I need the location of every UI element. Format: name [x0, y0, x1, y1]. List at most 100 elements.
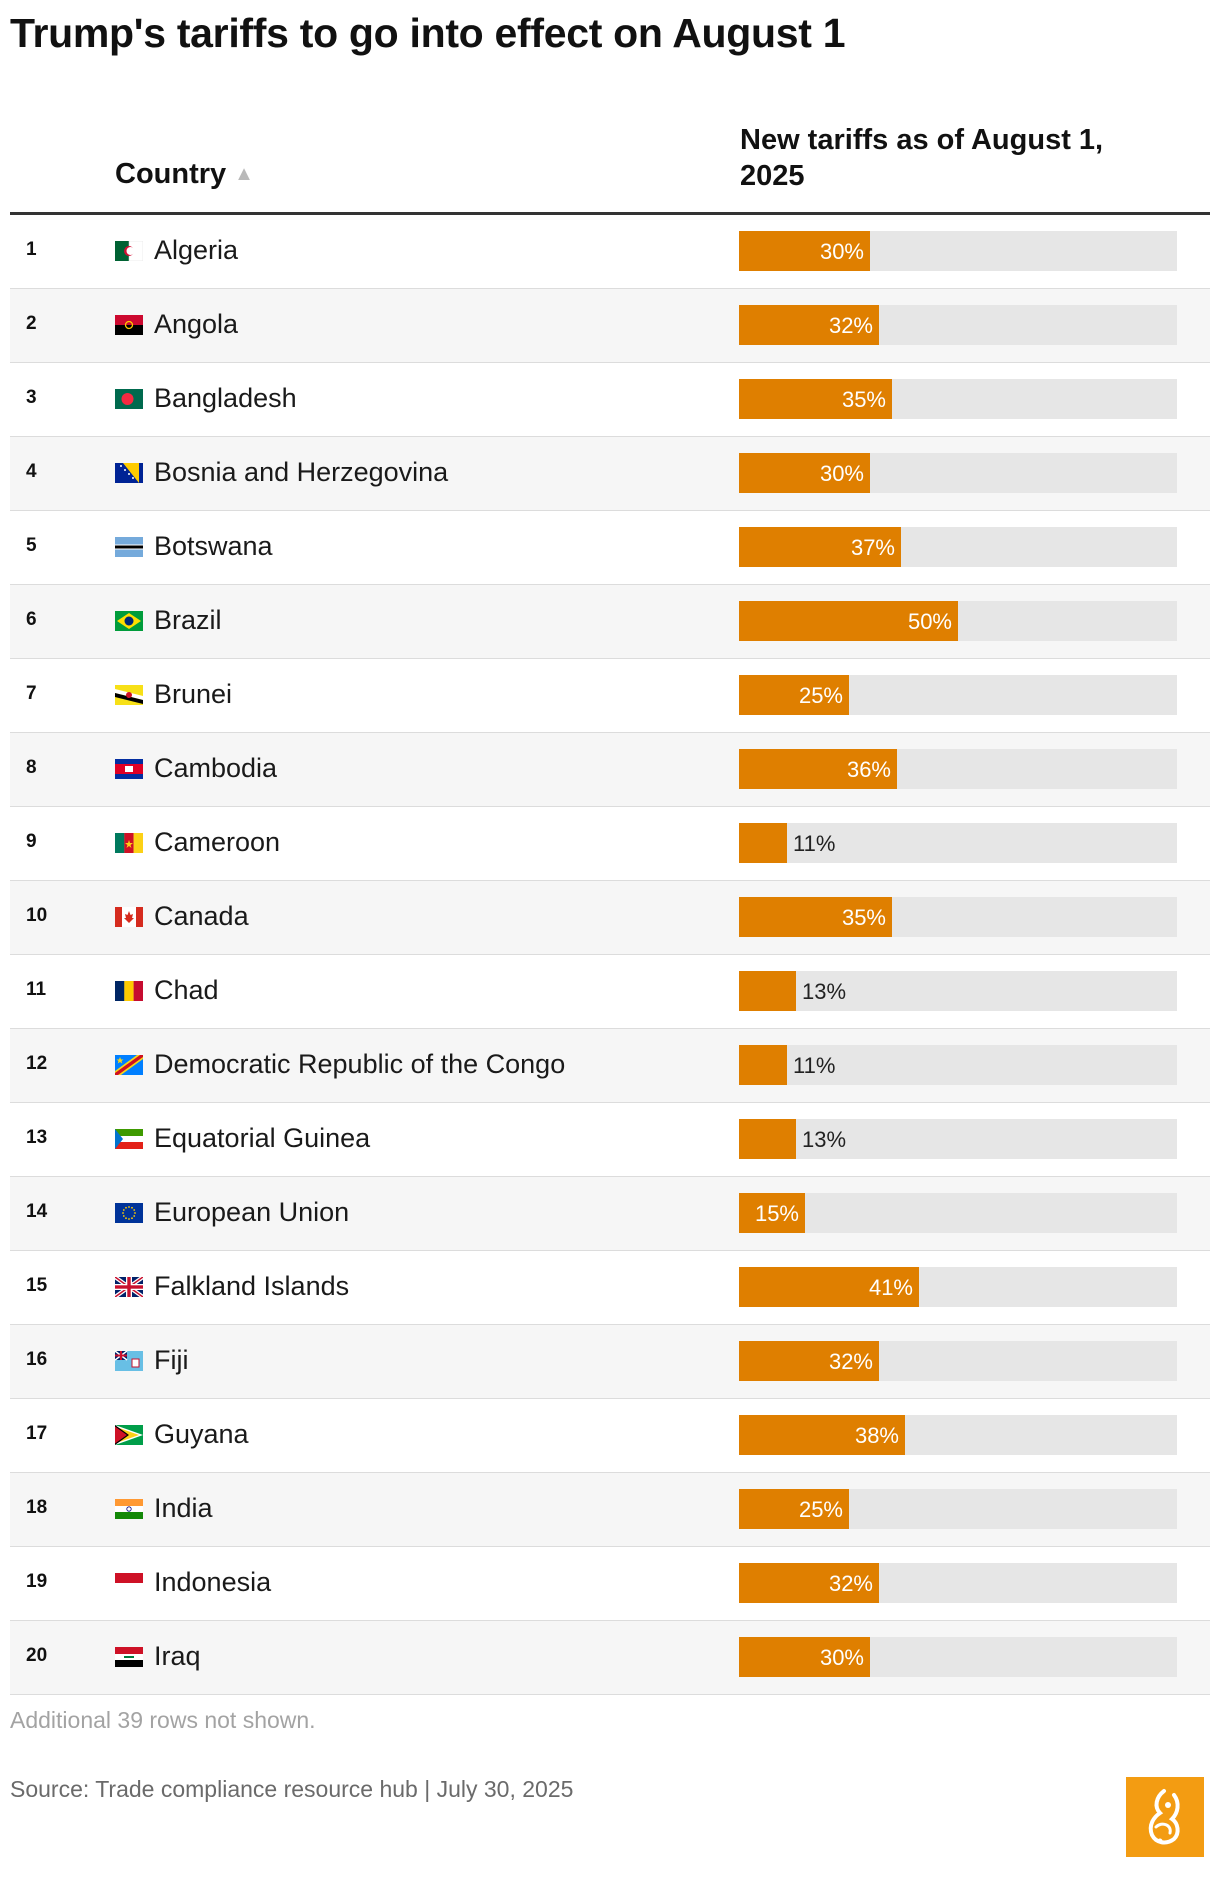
- bar-value-label: 50%: [907, 609, 952, 634]
- row-rank: 14: [26, 1201, 48, 1222]
- country-name: Algeria: [154, 235, 239, 265]
- country-name: Cameroon: [154, 827, 281, 857]
- row-rank: 15: [26, 1275, 48, 1296]
- bar-value-label: 13%: [802, 1127, 847, 1152]
- brunei-flag-icon: [115, 685, 143, 705]
- bar-track: 11%: [739, 823, 1177, 863]
- row-rank: 19: [26, 1571, 48, 1592]
- bar-track: 36%: [739, 749, 1177, 789]
- header-divider: [10, 212, 1210, 215]
- bar-track: 35%: [739, 379, 1177, 419]
- bar-value-label: 37%: [850, 535, 895, 560]
- bar-value-label: 30%: [819, 239, 864, 264]
- canada-flag-icon: [115, 907, 143, 927]
- bar-value-label: 25%: [798, 1497, 843, 1522]
- table-row: 18 India 25%: [10, 1473, 1210, 1547]
- table-row: 14 European Union 15%: [10, 1177, 1210, 1251]
- country-header-label: Country: [115, 158, 227, 190]
- bar-fill: [739, 971, 796, 1011]
- row-rank: 13: [26, 1127, 48, 1148]
- table-row: 10 Canada 35%: [10, 881, 1210, 955]
- page-title: Trump's tariffs to go into effect on Aug…: [10, 10, 846, 56]
- row-rank: 5: [26, 535, 37, 556]
- bar-fill: [739, 231, 870, 271]
- row-rank: 16: [26, 1349, 48, 1370]
- country-name: India: [154, 1493, 213, 1523]
- source-note: Source: Trade compliance resource hub | …: [10, 1776, 574, 1802]
- bar-fill: [739, 897, 892, 937]
- bar-track: 32%: [739, 1563, 1177, 1603]
- bar-value-label: 30%: [819, 461, 864, 486]
- cameroon-flag-icon: [115, 833, 143, 853]
- brazil-flag-icon: [115, 611, 143, 631]
- bar-track: 30%: [739, 231, 1177, 271]
- algeria-flag-icon: [115, 241, 143, 261]
- row-rank: 11: [26, 979, 47, 1000]
- eu-flag-icon: [115, 1203, 143, 1223]
- bar-track: 37%: [739, 527, 1177, 567]
- bar-fill: [739, 453, 870, 493]
- table-row: 2 Angola 32%: [10, 289, 1210, 363]
- country-name: Democratic Republic of the Congo: [154, 1049, 566, 1079]
- bar-fill: [739, 1637, 870, 1677]
- row-rank: 3: [26, 387, 37, 408]
- bar-track: 38%: [739, 1415, 1177, 1455]
- bar-value-label: 30%: [819, 1645, 864, 1670]
- bar-fill: [739, 823, 787, 863]
- chad-flag-icon: [115, 981, 143, 1001]
- table-row: 4 Bosnia and Herzegovina 30%: [10, 437, 1210, 511]
- row-rank: 17: [26, 1423, 48, 1444]
- table-row: 15 Falkland Islands 41%: [10, 1251, 1210, 1325]
- bar-track: 25%: [739, 1489, 1177, 1529]
- table-row: 11 Chad 13%: [10, 955, 1210, 1029]
- bar-value-label: 38%: [854, 1423, 899, 1448]
- bar-value-label: 11%: [793, 831, 836, 856]
- table-row: 17 Guyana 38%: [10, 1399, 1210, 1473]
- country-column-header[interactable]: Country ▲: [115, 158, 254, 191]
- bar-track: 25%: [739, 675, 1177, 715]
- country-name: European Union: [154, 1197, 350, 1227]
- country-name: Equatorial Guinea: [154, 1123, 371, 1153]
- bar-value-label: 32%: [828, 313, 873, 338]
- bar-value-label: 35%: [841, 905, 886, 930]
- country-name: Bosnia and Herzegovina: [154, 457, 449, 487]
- cambodia-flag-icon: [115, 759, 143, 779]
- rows-not-shown-note: Additional 39 rows not shown.: [10, 1707, 316, 1733]
- bar-fill: [739, 527, 901, 567]
- bar-fill: [739, 749, 897, 789]
- table-row: 13 Equatorial Guinea 13%: [10, 1103, 1210, 1177]
- bar-value-label: 11%: [793, 1053, 836, 1078]
- table-header: Country ▲ New tariffs as of August 1, 202…: [10, 118, 1210, 214]
- bar-fill: [739, 1489, 849, 1529]
- indonesia-flag-icon: [115, 1573, 143, 1593]
- bar-track: 13%: [739, 1119, 1177, 1159]
- country-name: Botswana: [154, 531, 273, 561]
- bar-fill: [739, 1045, 787, 1085]
- row-rank: 6: [26, 609, 37, 630]
- bar-value-label: 15%: [754, 1201, 799, 1226]
- tariff-column-header[interactable]: New tariffs as of August 1, 2025: [740, 124, 1104, 192]
- guyana-flag-icon: [115, 1425, 143, 1445]
- bar-track: 32%: [739, 305, 1177, 345]
- row-rank: 18: [26, 1497, 48, 1518]
- bar-track: 30%: [739, 453, 1177, 493]
- bar-value-label: 25%: [798, 683, 843, 708]
- triangle-up-icon: ▲: [234, 163, 254, 185]
- bar-fill: [739, 1267, 919, 1307]
- drc-flag-icon: [115, 1055, 143, 1075]
- country-name: Falkland Islands: [154, 1271, 350, 1301]
- bar-track: 30%: [739, 1637, 1177, 1677]
- bar-fill: [739, 1563, 879, 1603]
- country-name: Cambodia: [154, 753, 278, 783]
- bar-value-label: 13%: [802, 979, 847, 1004]
- row-rank: 1: [26, 239, 37, 260]
- country-name: Angola: [154, 309, 239, 339]
- bar-value-label: 35%: [841, 387, 886, 412]
- row-rank: 10: [26, 905, 48, 926]
- bangladesh-flag-icon: [115, 389, 143, 409]
- row-rank: 2: [26, 313, 37, 334]
- bosnia-flag-icon: [115, 463, 143, 483]
- bar-value-label: 41%: [868, 1275, 913, 1300]
- table-row: 3 Bangladesh 35%: [10, 363, 1210, 437]
- country-name: Indonesia: [154, 1567, 272, 1597]
